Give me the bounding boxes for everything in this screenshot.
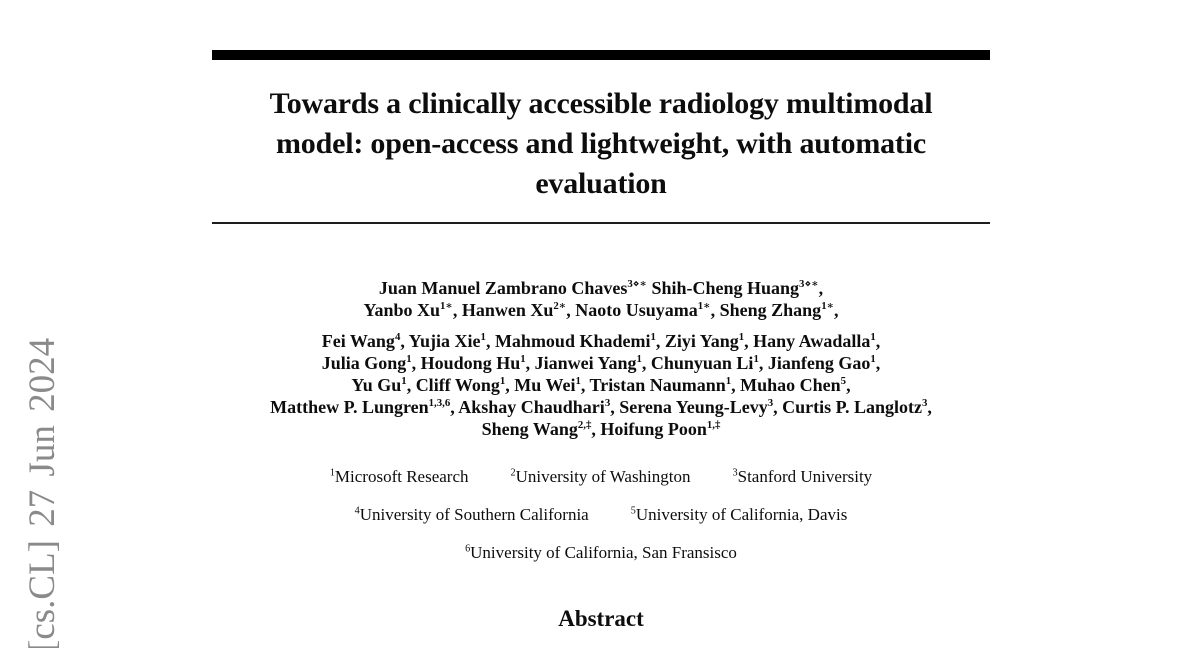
- paper-title-line: model: open-access and lightweight, with…: [276, 127, 926, 160]
- affiliation-row: 6University of California, San Fransisco: [212, 542, 990, 563]
- affiliation-row: 1Microsoft Research 2University of Washin…: [212, 466, 990, 487]
- authors-block-primary: Juan Manuel Zambrano Chaves3⋄∗ Shih-Chen…: [162, 277, 1040, 321]
- title-separator-rule: [212, 222, 990, 224]
- paper-title-line: evaluation: [535, 167, 667, 200]
- affiliation-entry: 2University of Washington: [510, 467, 691, 486]
- affiliation-entry: 6University of California, San Fransisco: [465, 543, 737, 562]
- author-line: Yu Gu1, Cliff Wong1, Mu Wei1, Tristan Na…: [351, 375, 851, 395]
- affiliation-entry: 4University of Southern California: [354, 505, 589, 524]
- abstract-heading: Abstract: [558, 606, 644, 631]
- affiliation-row: 4University of Southern California 5Unive…: [212, 504, 990, 525]
- affiliation-entry: 5University of California, Davis: [630, 505, 848, 524]
- affiliation-entry: 1Microsoft Research: [329, 467, 469, 486]
- arxiv-category-date-watermark: [cs.CL] 27 Jun 2024: [22, 337, 63, 648]
- author-line: Juan Manuel Zambrano Chaves3⋄∗ Shih-Chen…: [378, 278, 824, 298]
- author-line: Fei Wang4, Yujia Xie1, Mahmoud Khademi1,…: [321, 331, 881, 351]
- author-line: Matthew P. Lungren1,3,6, Akshay Chaudhar…: [270, 397, 932, 417]
- authors-block-secondary: Fei Wang4, Yujia Xie1, Mahmoud Khademi1,…: [162, 330, 1040, 440]
- author-line: Yanbo Xu1∗, Hanwen Xu2∗, Naoto Usuyama1∗…: [363, 300, 839, 320]
- author-line: Sheng Wang2,‡, Hoifung Poon1,‡: [481, 419, 721, 439]
- paper-title-line: Towards a clinically accessible radiolog…: [269, 87, 933, 120]
- author-line: Julia Gong1, Houdong Hu1, Jianwei Yang1,…: [321, 353, 881, 373]
- top-rule: [212, 50, 990, 60]
- paper-title: Towards a clinically accessible radiolog…: [212, 84, 990, 204]
- affiliation-entry: 3Stanford University: [732, 467, 873, 486]
- affiliations: 1Microsoft Research 2University of Washin…: [212, 466, 990, 580]
